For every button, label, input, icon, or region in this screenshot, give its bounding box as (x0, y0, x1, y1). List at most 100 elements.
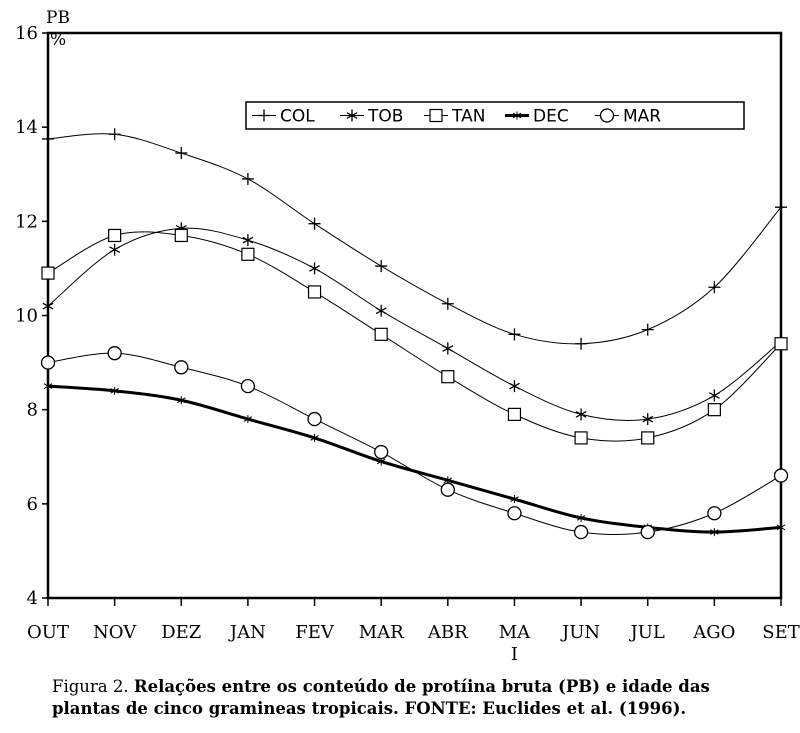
legend-item-mar: MAR (595, 107, 661, 127)
legend-label: DEC (533, 107, 569, 127)
data-point (42, 300, 54, 313)
data-point (441, 370, 455, 384)
data-point (41, 266, 55, 280)
legend-box (245, 101, 745, 130)
data-point (776, 523, 786, 532)
legend: COL TOB TAN DEC MAR (245, 101, 745, 130)
x-tick-label: NOV (93, 622, 137, 643)
legend-label: TAN (451, 107, 485, 127)
caption-prefix: Figura 2. (52, 677, 134, 696)
data-point (708, 281, 721, 294)
data-point (307, 411, 322, 427)
series-line (47, 384, 782, 534)
x-tick-label: MAR (359, 622, 404, 643)
data-point (307, 285, 322, 299)
legend-item-col: COL (252, 107, 315, 127)
data-point (508, 328, 521, 341)
data-point (42, 132, 54, 145)
series-dec (43, 382, 786, 537)
data-point (641, 323, 654, 336)
data-point (512, 111, 522, 120)
chart: 4 6 8 10 12 14 16 PB% OUT NOV DEZ JAN FEV MAR ABR MAI JU… (15, 8, 800, 665)
data-point (310, 433, 319, 442)
data-point (43, 382, 53, 391)
data-point (440, 482, 455, 497)
data-point (108, 228, 122, 243)
y-tick-label: 16 (15, 23, 38, 44)
data-point (258, 109, 270, 122)
data-point (710, 528, 719, 537)
y-tick-label: 4 (27, 588, 38, 609)
data-point (308, 217, 321, 230)
data-point (441, 297, 454, 310)
data-point (40, 355, 56, 370)
data-point (576, 513, 586, 522)
data-point (574, 431, 588, 445)
data-point (509, 380, 520, 393)
x-tick-label: SET (762, 622, 799, 643)
x-tick-label: FEV (295, 622, 335, 643)
data-point (642, 413, 654, 426)
x-tick-label: OUT (27, 622, 69, 643)
data-point (175, 147, 188, 160)
data-point (641, 431, 655, 445)
data-point (241, 247, 255, 261)
x-tick-label: MA (499, 622, 531, 643)
data-point (775, 201, 787, 214)
series-line (47, 133, 782, 345)
data-point (374, 444, 389, 460)
data-point (375, 304, 387, 317)
y-tick-label: 6 (27, 494, 38, 515)
data-point (110, 386, 119, 395)
data-point (599, 108, 615, 123)
legend-label: MAR (623, 107, 661, 127)
series-col (42, 128, 787, 350)
data-point (109, 243, 121, 256)
data-point (707, 506, 722, 521)
data-point (573, 524, 589, 540)
data-point (375, 260, 388, 273)
data-point (708, 389, 720, 402)
x-tick-label: DEZ (161, 622, 201, 643)
series-line (47, 231, 782, 442)
y-tick-label: 12 (15, 211, 38, 232)
data-point (429, 108, 443, 123)
data-point (774, 337, 788, 351)
data-point (309, 262, 320, 275)
series-tob (42, 222, 787, 426)
data-point (575, 337, 588, 350)
data-point (241, 172, 254, 185)
data-point (240, 378, 256, 394)
legend-item-tan: TAN (424, 107, 485, 127)
legend-label: TOB (367, 107, 403, 127)
series-mar (40, 346, 789, 540)
data-point (507, 506, 522, 521)
series-line (47, 227, 782, 421)
x-tick-label: AGO (692, 622, 735, 643)
series-line (47, 352, 782, 535)
data-point (174, 360, 189, 375)
data-point (442, 342, 454, 355)
data-point (242, 234, 254, 247)
data-point (707, 403, 721, 417)
x-tick-label: JAN (228, 622, 266, 643)
caption-text: Relações entre os conteúdo de protíina b… (52, 677, 710, 718)
data-point (575, 408, 587, 421)
x-tick-label: JUL (629, 622, 665, 643)
legend-item-tob: TOB (340, 107, 403, 127)
series-tan (41, 228, 788, 445)
y-axis-unit: % (50, 30, 66, 50)
x-tick-label: I (511, 644, 518, 665)
x-tick-label: ABR (427, 622, 468, 643)
data-point (174, 228, 188, 243)
y-tick-label: 8 (27, 400, 38, 421)
data-point (346, 109, 358, 122)
data-point (773, 468, 789, 483)
data-point (108, 128, 121, 141)
data-point (374, 327, 388, 341)
figure-caption: Figura 2. Relações entre os conteúdo de … (52, 676, 772, 720)
data-point (510, 495, 519, 504)
data-point (177, 396, 186, 405)
y-tick-label: 14 (15, 117, 38, 138)
legend-label: COL (280, 107, 315, 127)
